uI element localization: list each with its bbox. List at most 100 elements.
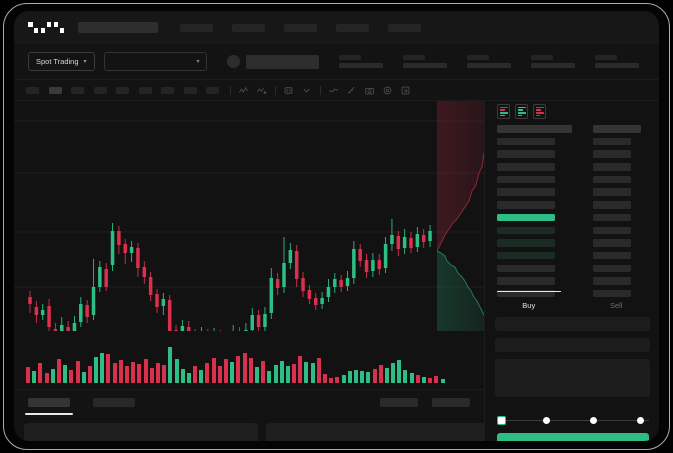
indicator-icon[interactable] (256, 84, 268, 96)
timeframe-button-6[interactable] (138, 86, 152, 94)
depth-view-both-icon[interactable] (497, 104, 510, 119)
order-book-row[interactable] (497, 226, 555, 234)
compare-icon[interactable] (283, 84, 295, 96)
stepper-node-1[interactable] (543, 416, 550, 424)
bottom-tab-order-history[interactable] (93, 398, 135, 407)
order-price-field[interactable] (495, 317, 650, 331)
bottom-action-2[interactable] (432, 398, 470, 407)
tab-sell[interactable]: Sell (573, 291, 660, 317)
depth-view-asks-icon[interactable] (533, 104, 546, 119)
timeframe-button-2[interactable] (48, 86, 62, 94)
order-book-row[interactable] (593, 289, 631, 298)
order-book-row[interactable] (593, 188, 631, 196)
order-book-row[interactable] (593, 125, 641, 133)
bottom-action-1[interactable] (380, 398, 418, 407)
market-type-select[interactable]: Spot Trading ▾ (28, 52, 95, 71)
stepper-node-2[interactable] (590, 416, 597, 424)
order-book-row[interactable] (593, 150, 631, 158)
top-nav (14, 11, 659, 44)
order-book-row[interactable] (593, 277, 631, 285)
order-book-row[interactable] (497, 137, 555, 146)
trade-tabs: Buy Sell (485, 291, 659, 317)
volume-bar (347, 371, 352, 383)
timeframe-button-7[interactable] (161, 86, 174, 94)
order-book-row[interactable] (497, 251, 555, 260)
trading-pair-select[interactable]: ▾ (103, 52, 207, 71)
timeframe-button-9[interactable] (206, 86, 219, 94)
stat-24h-low (466, 55, 511, 68)
depth-view-bids-icon[interactable] (515, 104, 528, 119)
order-book-row[interactable] (593, 201, 631, 209)
timeframe-button-4[interactable] (93, 86, 107, 94)
order-book-row[interactable] (497, 125, 572, 133)
nav-item-4[interactable] (336, 23, 370, 32)
candlestick-chart[interactable] (14, 101, 484, 331)
amount-stepper[interactable] (497, 414, 649, 426)
submit-order-button[interactable] (497, 433, 649, 441)
bottom-tab-open-orders[interactable] (25, 398, 73, 415)
order-book-row[interactable] (593, 163, 631, 171)
order-book-row[interactable] (497, 264, 555, 273)
order-book-row[interactable] (593, 175, 631, 184)
volume-bar (409, 373, 414, 383)
order-book-row[interactable] (497, 239, 555, 247)
camera-icon[interactable] (364, 84, 376, 96)
volume-bar (236, 356, 241, 383)
stepper-track (501, 419, 649, 421)
timeframe-button-5[interactable] (116, 86, 129, 94)
timeframe-button-8[interactable] (183, 86, 197, 94)
order-book-row[interactable] (497, 163, 555, 171)
volume-bar (298, 356, 303, 383)
volume-bar (81, 372, 86, 383)
nav-item-3[interactable] (284, 23, 318, 32)
volume-bar (230, 362, 235, 383)
volume-bar (360, 371, 365, 383)
order-book-row[interactable] (593, 226, 631, 234)
volume-bar (149, 368, 154, 383)
chart-type-icon[interactable] (238, 84, 250, 96)
volume-bar (199, 370, 204, 383)
chevron-down-icon[interactable] (301, 84, 313, 96)
order-book-row[interactable] (497, 188, 555, 196)
volume-bar (211, 358, 216, 383)
fullscreen-icon[interactable] (400, 84, 412, 96)
order-book-row[interactable] (497, 289, 555, 298)
order-book-row[interactable] (593, 137, 631, 146)
nav-item-1[interactable] (180, 23, 214, 32)
stat-24h-high (402, 55, 447, 68)
bottom-panel-left[interactable] (24, 423, 258, 441)
order-book-row[interactable] (497, 175, 555, 184)
nav-item-5[interactable] (388, 23, 422, 32)
order-book-row[interactable] (593, 251, 631, 260)
order-book-row[interactable] (593, 213, 631, 222)
order-book-row[interactable] (497, 201, 555, 209)
volume-bar (285, 366, 290, 383)
okx-logo-icon[interactable] (28, 22, 65, 33)
bottom-tabs (14, 389, 484, 415)
timeframe-button-1[interactable] (26, 86, 39, 94)
order-book-left-column (497, 125, 572, 303)
order-book-row[interactable] (593, 264, 631, 273)
line-chart-icon[interactable] (328, 84, 340, 96)
tab-buy[interactable]: Buy (485, 291, 573, 317)
volume-bar (440, 379, 445, 383)
volume-bar (261, 361, 266, 383)
order-total-field[interactable] (495, 359, 650, 397)
device-screen: Spot Trading ▾ ▾ (14, 11, 659, 441)
order-book-row[interactable] (593, 239, 631, 247)
measure-icon[interactable] (346, 84, 358, 96)
nav-item-2[interactable] (232, 23, 266, 32)
order-book-row[interactable] (497, 277, 555, 285)
order-book[interactable] (485, 125, 659, 315)
order-book-row[interactable] (497, 213, 555, 222)
stepper-node-0[interactable] (497, 415, 506, 425)
order-amount-field[interactable] (495, 338, 650, 352)
settings-gear-icon[interactable] (382, 84, 394, 96)
bottom-panel-mid[interactable] (266, 423, 488, 441)
volume-bar-series (14, 337, 484, 383)
volume-bar (335, 377, 340, 383)
search-input[interactable] (78, 22, 159, 33)
stepper-node-3[interactable] (637, 416, 644, 424)
timeframe-button-3[interactable] (71, 86, 84, 94)
order-book-row[interactable] (497, 150, 555, 158)
